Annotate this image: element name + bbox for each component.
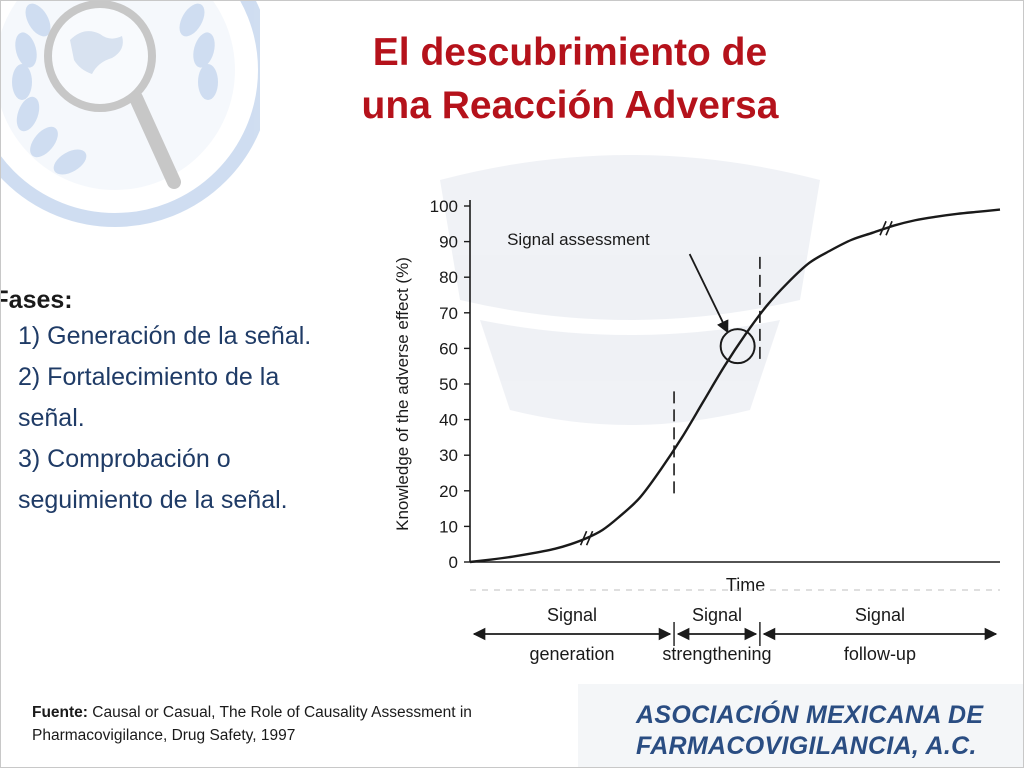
source-citation: Fuente: Causal or Casual, The Role of Ca… [32,701,552,747]
y-tick-label: 70 [439,304,458,323]
organization-logo-watermark [0,0,260,227]
curve-break-mark [885,220,893,236]
curve-break-mark [879,220,887,236]
curve-break-mark [585,530,594,546]
phase-label-line-1: Signal [855,605,905,625]
phase-line: 1) Generación de la señal. [18,322,312,350]
phase-line: 3) Comprobación o [18,445,231,473]
y-tick-label: 50 [439,375,458,394]
signal-assessment-arrow [688,253,729,334]
signal-assessment-circle [719,328,756,365]
source-label: Fuente: [32,704,88,721]
y-tick-label: 30 [439,446,458,465]
axis-break-marks [579,220,893,546]
organization-name: ASOCIACIÓN MEXICANA DE FARMACOVIGILANCIA… [636,700,983,762]
y-axis-label: Knowledge of the adverse effect (%) [393,257,412,531]
y-axis-ticks: 0 10 20 30 40 50 60 70 80 90 100 [430,197,470,572]
chart-axes [469,200,1000,563]
phase-line: seguimiento de la señal. [18,486,288,514]
y-tick-label: 100 [430,197,458,216]
organization-name-line-1: ASOCIACIÓN MEXICANA DE [636,701,984,729]
signal-assessment-label: Signal assessment [507,230,650,249]
y-tick-label: 40 [439,411,458,430]
slide-title: El descubrimiento de una Reacción Advers… [250,26,890,132]
phases-list: Fases: 1) Generación de la señal. 2) For… [0,284,388,521]
phase-label-line-1: Signal [692,605,742,625]
phase-label-line-1: Signal [547,605,597,625]
x-axis-label: Time [726,575,765,595]
y-tick-label: 90 [439,233,458,252]
phase-label-line-2: follow-up [844,644,916,664]
source-text: Causal or Casual, The Role of Causality … [32,704,472,744]
footer-band [578,684,1024,768]
title-line-1: El descubrimiento de [372,31,768,74]
y-tick-label: 80 [439,268,458,287]
knowledge-curve-chart: 0 10 20 30 40 50 60 70 80 90 100 Signal assessment… [393,197,1001,664]
y-tick-label: 10 [439,517,458,536]
phase-label-line-2: generation [529,644,614,664]
title-line-2: una Reacción Adversa [361,84,779,127]
phases-heading: Fases: [0,286,73,314]
phase-timeline: Signal generation Signal strengthening Signa… [470,589,1000,664]
curve-break-mark [579,530,588,546]
knowledge-curve-line [469,208,1001,564]
signal-assessment-annotation: Signal assessment [507,230,756,365]
phase-line: señal. [18,404,85,432]
phase-label-line-2: strengthening [662,644,771,664]
phase-line: 2) Fortalecimiento de la [18,363,280,391]
y-tick-label: 0 [449,553,458,572]
organization-name-line-2: FARMACOVIGILANCIA, A.C. [636,732,977,760]
y-tick-label: 60 [439,339,458,358]
y-tick-label: 20 [439,482,458,501]
